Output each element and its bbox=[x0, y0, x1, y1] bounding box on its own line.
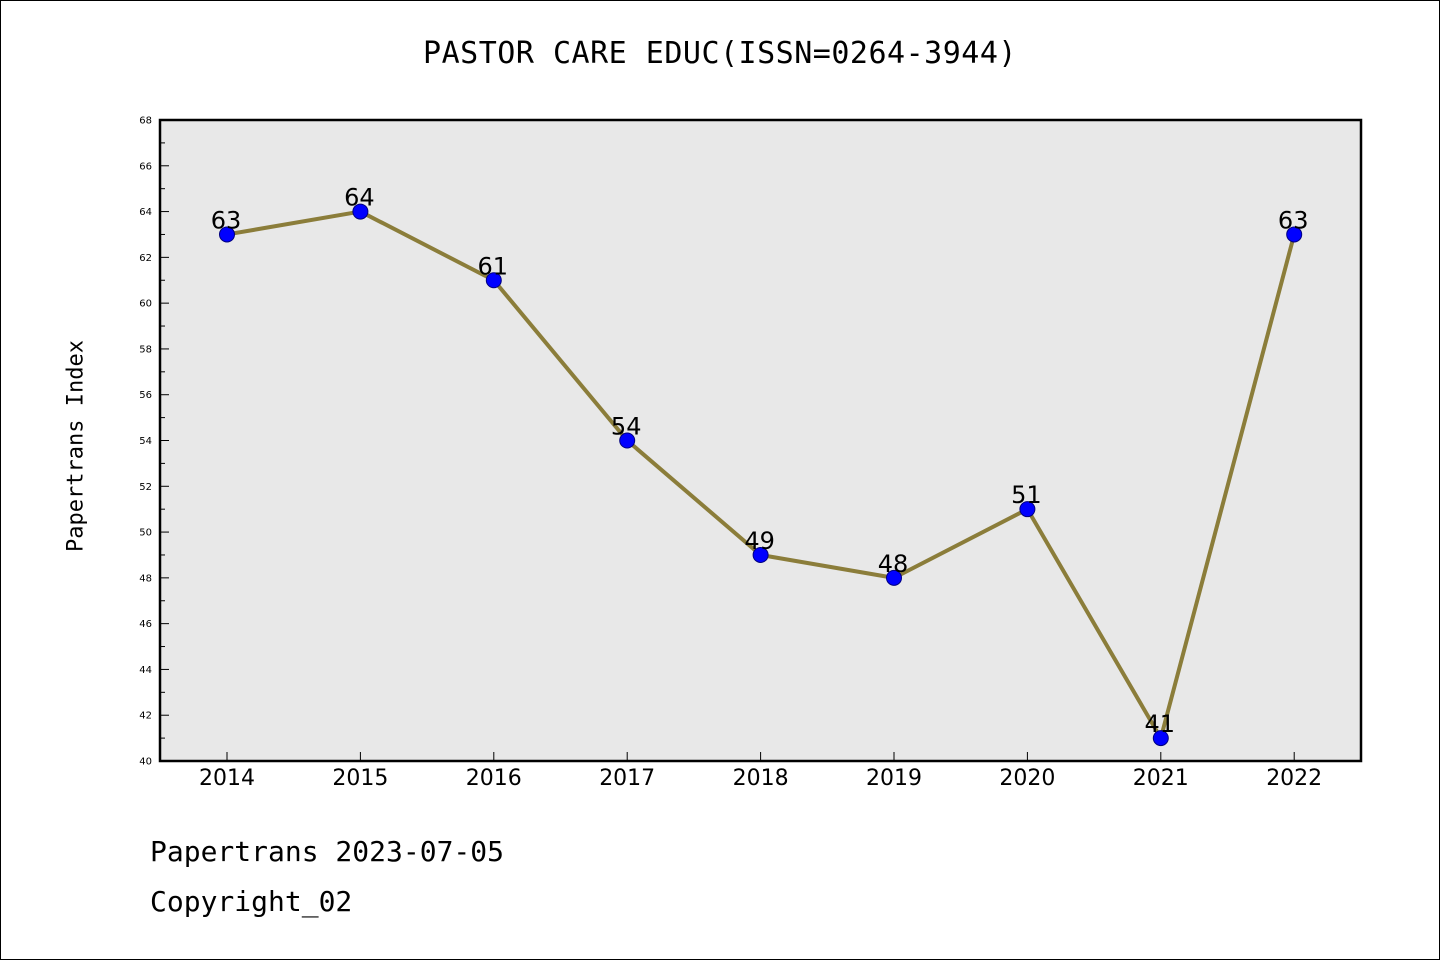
x-tick-label: 2022 bbox=[1266, 766, 1322, 791]
x-tick-label: 2018 bbox=[733, 766, 789, 791]
chart-title: PASTOR CARE EDUC(ISSN=0264-3944) bbox=[423, 36, 1017, 71]
data-label: 63 bbox=[211, 206, 242, 234]
x-tick-label: 2020 bbox=[999, 766, 1055, 791]
data-point bbox=[886, 569, 902, 586]
y-tick-label: 58 bbox=[139, 344, 152, 355]
y-tick-label: 40 bbox=[139, 757, 152, 768]
y-tick-label: 66 bbox=[139, 161, 152, 172]
y-tick-label: 42 bbox=[139, 711, 152, 722]
y-tick-label: 62 bbox=[139, 253, 152, 264]
y-tick-label: 54 bbox=[139, 436, 152, 447]
data-label: 51 bbox=[1011, 481, 1042, 509]
y-tick-label: 56 bbox=[139, 390, 152, 401]
data-point bbox=[352, 203, 369, 220]
y-tick-label: 50 bbox=[139, 528, 152, 539]
y-tick-label: 68 bbox=[139, 116, 152, 127]
data-label: 48 bbox=[878, 550, 909, 578]
data-label: 63 bbox=[1278, 206, 1309, 234]
footer-copyright: Copyright_02 bbox=[150, 885, 353, 918]
x-tick-label: 2016 bbox=[466, 766, 522, 791]
y-tick-label: 60 bbox=[139, 299, 152, 310]
y-tick-label: 46 bbox=[139, 619, 152, 630]
x-tick-label: 2015 bbox=[332, 766, 388, 791]
data-label: 64 bbox=[344, 184, 375, 212]
x-axis-ticks: 2014 2015 2016 2017 2018 2019 2020 2021 2022 bbox=[199, 752, 1322, 791]
y-tick-label: 52 bbox=[139, 482, 152, 493]
data-point bbox=[485, 272, 502, 289]
plot-area bbox=[160, 120, 1361, 761]
x-tick-label: 2014 bbox=[199, 766, 255, 791]
series-group: 63 64 61 54 49 48 51 41 63 bbox=[211, 184, 1309, 747]
data-point bbox=[219, 226, 235, 243]
data-label: 41 bbox=[1145, 710, 1176, 738]
y-axis-ticks: 40 42 44 46 48 50 52 54 56 58 60 62 64 66 68 bbox=[139, 116, 169, 768]
y-tick-label: 64 bbox=[139, 207, 152, 218]
x-tick-label: 2021 bbox=[1133, 766, 1189, 791]
x-tick-label: 2019 bbox=[866, 766, 922, 791]
data-label: 54 bbox=[611, 413, 642, 441]
data-point bbox=[619, 432, 636, 449]
plot-border bbox=[158, 118, 1363, 763]
data-label: 61 bbox=[478, 252, 509, 280]
y-tick-label: 48 bbox=[139, 573, 152, 584]
x-tick-label: 2017 bbox=[599, 766, 655, 791]
data-point bbox=[752, 546, 769, 563]
data-point bbox=[1152, 730, 1169, 747]
footer-source-date: Papertrans 2023-07-05 bbox=[150, 835, 505, 868]
data-point bbox=[1286, 226, 1303, 243]
data-label: 49 bbox=[744, 527, 775, 555]
data-point bbox=[1019, 501, 1036, 518]
y-tick-label: 44 bbox=[139, 665, 152, 676]
